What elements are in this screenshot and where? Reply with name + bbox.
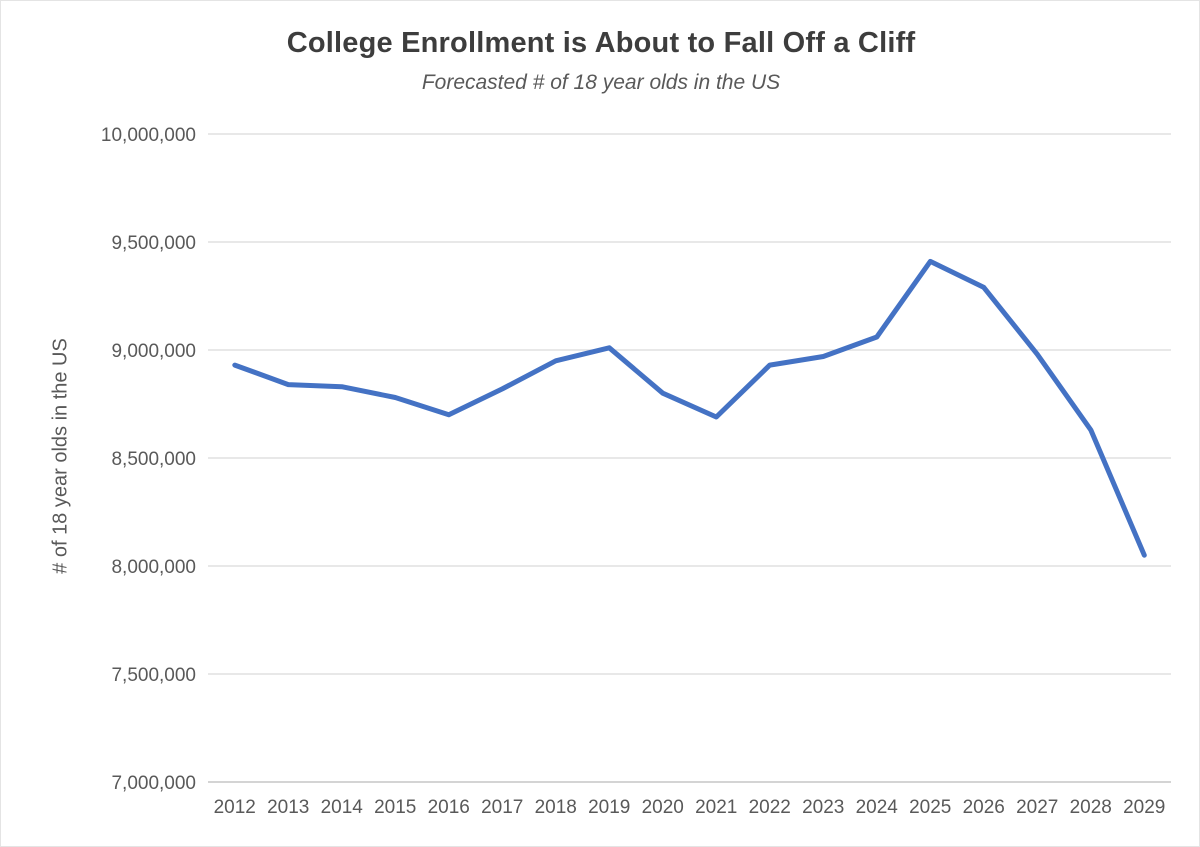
y-tick-label: 8,000,000 <box>111 557 196 578</box>
x-tick-label: 2015 <box>374 797 416 818</box>
x-tick-label: 2024 <box>856 797 899 818</box>
x-tick-label: 2016 <box>428 797 470 818</box>
x-tick-label: 2014 <box>321 797 364 818</box>
y-tick-label: 9,500,000 <box>111 233 196 254</box>
y-tick-label: 7,500,000 <box>111 665 196 686</box>
y-tick-label: 9,000,000 <box>111 341 196 362</box>
x-tick-label: 2023 <box>802 797 844 818</box>
y-tick-label: 8,500,000 <box>111 449 196 470</box>
chart-subtitle: Forecasted # of 18 year olds in the US <box>421 71 781 94</box>
x-tick-label: 2028 <box>1070 797 1112 818</box>
x-tick-label: 2027 <box>1016 797 1058 818</box>
x-tick-label: 2029 <box>1123 797 1165 818</box>
x-tick-label: 2019 <box>588 797 630 818</box>
x-tick-label: 2022 <box>749 797 791 818</box>
x-tick-label: 2021 <box>695 797 737 818</box>
x-tick-label: 2026 <box>963 797 1005 818</box>
x-tick-label: 2013 <box>267 797 309 818</box>
x-tick-label: 2025 <box>909 797 951 818</box>
x-tick-label: 2020 <box>642 797 684 818</box>
x-tick-label: 2017 <box>481 797 523 818</box>
data-line-series <box>232 258 1147 558</box>
x-tick-label: 2018 <box>535 797 577 818</box>
y-tick-label: 7,000,000 <box>111 773 196 794</box>
chart-title: College Enrollment is About to Fall Off … <box>286 27 916 59</box>
x-tick-label: 2012 <box>214 797 256 818</box>
y-tick-label: 10,000,000 <box>101 125 196 146</box>
